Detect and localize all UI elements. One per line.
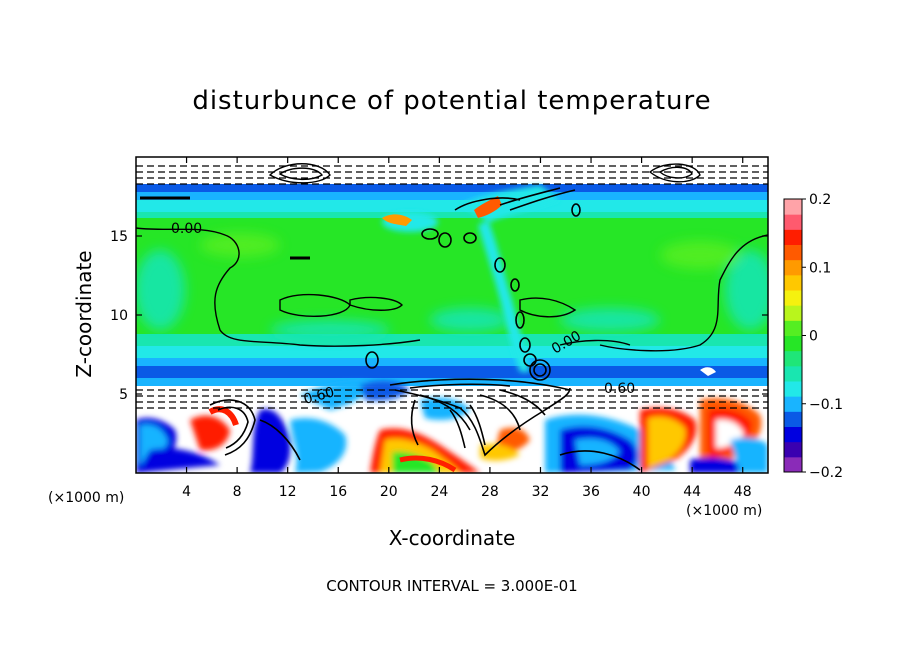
y-axis-label: Z-coordinate xyxy=(72,250,96,378)
colorbar-swatch xyxy=(784,320,802,336)
x-tick-label: 28 xyxy=(481,484,499,500)
contour-label: 0.00 xyxy=(171,221,202,237)
x-tick-label: 24 xyxy=(430,484,448,500)
x-tick-label: 4 xyxy=(182,484,191,500)
colorbar-tick-label: 0.1 xyxy=(809,260,831,276)
colorbar-swatch xyxy=(784,426,802,443)
x-tick-label: 20 xyxy=(380,484,398,500)
colorbar-swatch xyxy=(784,456,802,473)
z-unit-label: (×1000 m) xyxy=(48,490,125,506)
colorbar-swatch xyxy=(784,274,802,291)
colorbar-swatch xyxy=(784,365,802,382)
x-tick-label: 40 xyxy=(633,484,651,500)
colorbar-swatch xyxy=(784,244,802,261)
x-tick-label: 44 xyxy=(683,484,701,500)
colorbar-swatch xyxy=(784,381,802,397)
y-tick-label: 15 xyxy=(110,229,128,245)
colorbar-swatch xyxy=(784,259,802,276)
colorbar-tick-label: −0.1 xyxy=(809,397,843,413)
colorbar-tick-label: −0.2 xyxy=(809,465,843,481)
contour-label: 0.60 xyxy=(604,381,635,397)
colorbar-swatch xyxy=(784,411,802,427)
plot-area xyxy=(136,157,768,473)
colorbar-swatch xyxy=(784,290,802,306)
x-unit-label: (×1000 m) xyxy=(686,503,763,519)
y-tick-label: 5 xyxy=(119,387,128,403)
y-axis-ticks: 5 10 15 xyxy=(110,229,768,403)
colorbar-swatch xyxy=(784,441,802,458)
x-tick-label: 36 xyxy=(582,484,600,500)
y-tick-label: 10 xyxy=(110,308,128,324)
contour-interval-text: CONTOUR INTERVAL = 3.000E-01 xyxy=(326,577,578,595)
x-tick-label: 8 xyxy=(233,484,242,500)
chart-title: disturbunce of potential temperature xyxy=(192,86,712,116)
colorbar-swatch xyxy=(784,335,802,352)
x-tick-label: 32 xyxy=(532,484,550,500)
colorbar: 0.2 0.1 0 −0.1 −0.2 xyxy=(783,192,843,481)
x-tick-label: 48 xyxy=(734,484,752,500)
x-axis-ticks: 4 8 12 16 20 24 28 32 36 40 44 48 xyxy=(182,157,752,500)
x-axis-label: X-coordinate xyxy=(388,526,516,550)
colorbar-swatch xyxy=(784,396,802,412)
colorbar-swatch xyxy=(784,199,802,215)
colorbar-tick-label: 0.2 xyxy=(809,192,831,208)
colorbar-swatch xyxy=(784,214,802,230)
colorbar-tick-label: 0 xyxy=(809,329,818,345)
colorbar-swatch xyxy=(784,229,802,245)
colorbar-swatch xyxy=(784,350,802,367)
x-tick-label: 12 xyxy=(279,484,297,500)
colorbar-swatch xyxy=(784,305,802,321)
contour-label: 0.60 xyxy=(302,384,336,408)
x-tick-label: 16 xyxy=(329,484,347,500)
